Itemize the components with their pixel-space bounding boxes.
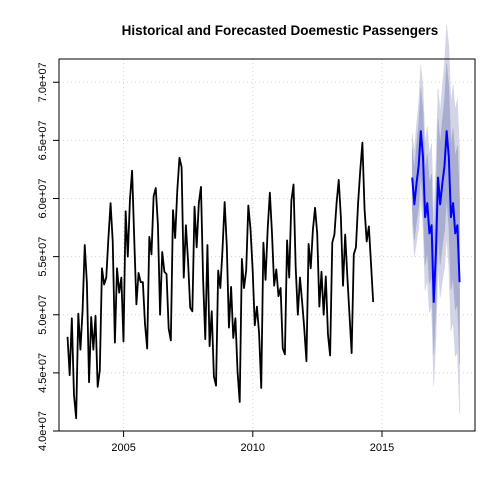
x-tick-label: 2005 [111, 442, 135, 454]
historical-series-line [66, 141, 375, 420]
y-tick-label: 6.0e+07 [37, 178, 49, 218]
y-tick-label: 4.0e+07 [37, 411, 49, 451]
y-tick-label: 4.5e+07 [37, 353, 49, 393]
y-tick-label: 5.5e+07 [37, 237, 49, 277]
plot-area-border [58, 58, 476, 432]
y-tick-label: 7.0e+07 [37, 62, 49, 102]
y-axis: 4.0e+07 4.5e+07 5.0e+07 5.5e+07 6.0e+07 6.5e+… [37, 62, 59, 451]
forecast-series-line [411, 130, 461, 303]
x-tick-label: 2010 [241, 442, 265, 454]
y-tick-label: 6.5e+07 [37, 120, 49, 160]
y-tick-label: 5.0e+07 [37, 295, 49, 335]
series-lines [66, 130, 461, 420]
chart-title: Historical and Forecasted Doemestic Pass… [122, 23, 439, 38]
x-tick-label: 2015 [370, 442, 394, 454]
x-axis: 2005 2010 2015 [111, 431, 394, 454]
